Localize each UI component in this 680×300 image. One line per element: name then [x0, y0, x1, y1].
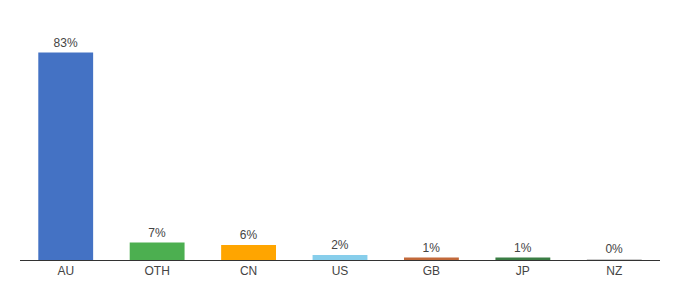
svg-text:CN: CN: [240, 264, 257, 278]
svg-text:OTH: OTH: [144, 264, 169, 278]
svg-text:83%: 83%: [54, 36, 78, 50]
svg-text:7%: 7%: [148, 226, 166, 240]
svg-text:2%: 2%: [331, 238, 349, 252]
svg-text:AU: AU: [57, 264, 74, 278]
svg-text:1%: 1%: [423, 241, 441, 255]
svg-text:NZ: NZ: [606, 264, 622, 278]
svg-text:0%: 0%: [605, 242, 623, 256]
svg-text:GB: GB: [423, 264, 440, 278]
svg-text:JP: JP: [516, 264, 530, 278]
svg-text:1%: 1%: [514, 241, 532, 255]
svg-text:6%: 6%: [240, 228, 258, 242]
svg-text:US: US: [332, 264, 349, 278]
